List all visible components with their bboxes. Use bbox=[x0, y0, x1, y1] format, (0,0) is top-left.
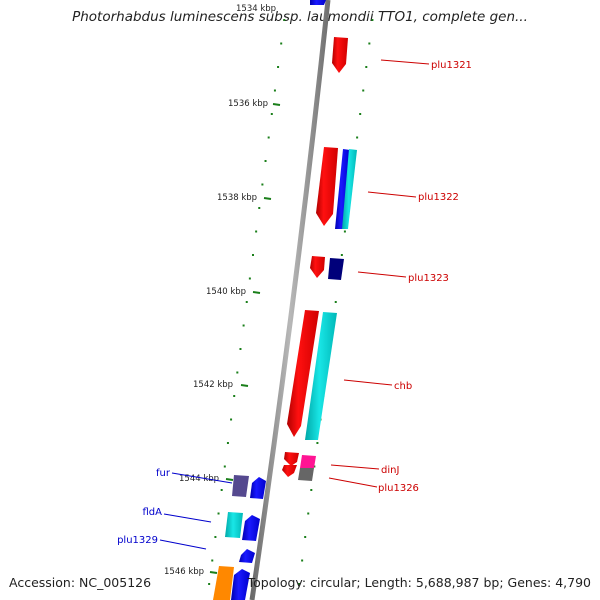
gene-plu1322-cyan[interactable] bbox=[342, 149, 357, 229]
gene-label-plu1321[interactable]: plu1321 bbox=[431, 60, 472, 71]
gene-label-plu1329[interactable]: plu1329 bbox=[117, 535, 158, 546]
scale-major-tick bbox=[263, 197, 272, 200]
tick-label-1538: 1538 kbp bbox=[217, 193, 257, 203]
scale-major-tick bbox=[209, 571, 218, 574]
gene-dinJ[interactable] bbox=[300, 455, 316, 468]
scale-major-tick bbox=[225, 478, 234, 481]
genome-summary-text: Topology: circular; Length: 5,688,987 bp… bbox=[247, 575, 591, 590]
gene-fldA[interactable] bbox=[242, 515, 260, 541]
gene-fur[interactable] bbox=[250, 477, 266, 499]
gene-label-plu1326[interactable]: plu1326 bbox=[378, 483, 419, 494]
gene-label-chb[interactable]: chb bbox=[394, 381, 412, 392]
right-leader-lines bbox=[328, 59, 430, 488]
gene-fldA-cyan[interactable] bbox=[225, 512, 243, 538]
gene-chb-teal[interactable] bbox=[305, 312, 337, 440]
tick-label-1534: 1534 kbp bbox=[236, 4, 276, 14]
genome-backbone bbox=[249, 0, 331, 600]
tick-label-1536: 1536 kbp bbox=[228, 99, 268, 109]
gene-label-dinJ[interactable]: dinJ bbox=[381, 465, 399, 476]
left-leader-lines bbox=[159, 472, 233, 550]
gene-plu1329[interactable] bbox=[239, 549, 255, 563]
tick-label-1546: 1546 kbp bbox=[164, 567, 204, 577]
gene-bottom-orange[interactable] bbox=[213, 566, 234, 600]
gene-fur-purple[interactable] bbox=[232, 475, 249, 497]
gene-top-partial[interactable] bbox=[310, 0, 326, 5]
accession-text: Accession: NC_005126 bbox=[9, 575, 152, 590]
gene-label-fur[interactable]: fur bbox=[156, 468, 171, 479]
scale-major-tick bbox=[240, 384, 249, 387]
gene-plu1322[interactable] bbox=[316, 147, 338, 226]
gene-dinJ-red-upper[interactable] bbox=[284, 452, 299, 466]
gene-label-plu1322[interactable]: plu1322 bbox=[418, 192, 459, 203]
gene-bottom-blue[interactable] bbox=[231, 569, 250, 600]
gene-plu1326[interactable] bbox=[298, 468, 314, 481]
tick-label-1540: 1540 kbp bbox=[206, 287, 246, 297]
gene-plu1323-navy[interactable] bbox=[328, 258, 344, 280]
gene-dinJ-red-lower[interactable] bbox=[282, 465, 297, 477]
scale-major-tick bbox=[272, 103, 281, 106]
gene-label-fldA[interactable]: fldA bbox=[143, 507, 163, 518]
gene-label-plu1323[interactable]: plu1323 bbox=[408, 273, 449, 284]
gene-chb[interactable] bbox=[287, 310, 319, 437]
scale-major-tick bbox=[252, 291, 261, 294]
map-title: Photorhabdus luminescens subsp. laumondi… bbox=[72, 9, 528, 25]
tick-label-1542: 1542 kbp bbox=[193, 380, 233, 390]
gene-plu1321[interactable] bbox=[332, 37, 348, 73]
tick-label-1544: 1544 kbp bbox=[179, 474, 219, 484]
gene-plu1322-blue[interactable] bbox=[335, 149, 350, 229]
gene-plu1323[interactable] bbox=[310, 256, 325, 278]
